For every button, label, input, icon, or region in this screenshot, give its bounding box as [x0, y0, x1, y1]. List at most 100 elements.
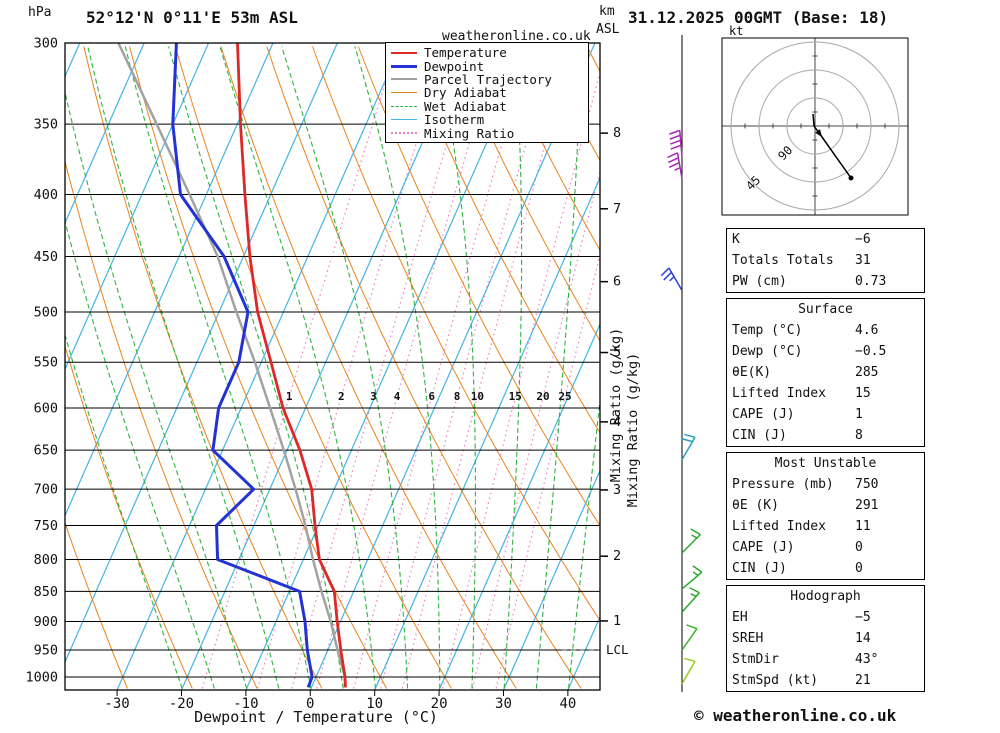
x-tick-label: -30	[104, 696, 129, 712]
mixing-ratio-line	[291, 46, 476, 689]
isotherm-line	[0, 43, 15, 690]
barb-feather	[667, 152, 678, 159]
legend-label: Temperature	[424, 45, 507, 61]
legend: Temperature Dewpoint Parcel Trajectory Dry …	[385, 42, 589, 143]
pressure-tick-label: 350	[34, 117, 58, 133]
pressure-tick-label: 800	[34, 552, 58, 568]
x-axis-label: Dewpoint / Temperature (°C)	[194, 708, 438, 726]
dry-adiabat-line	[403, 46, 600, 434]
barb-staff	[681, 660, 696, 685]
dry-adiabat-line	[65, 344, 193, 689]
pressure-tick-label: 850	[34, 584, 58, 600]
stat-row: Lifted Index 11	[727, 516, 924, 537]
barb-staff	[681, 436, 696, 461]
barb-half-feather	[669, 276, 675, 282]
legend-item: Isotherm	[391, 113, 588, 126]
mixing-ratio-line	[256, 46, 446, 689]
dry-adiabat-line	[65, 521, 128, 689]
barb-staff	[681, 533, 701, 554]
stat-value: 291	[855, 498, 879, 513]
dry-adiabat-line	[65, 159, 258, 689]
stat-row: CAPE (J) 1	[727, 404, 924, 425]
stat-row: SREH 14	[727, 628, 924, 649]
stat-label: SREH	[732, 631, 764, 646]
hodograph-ring	[786, 97, 844, 155]
mixing-ratio-value: 25	[558, 390, 571, 403]
barb-feather	[670, 139, 681, 145]
mixing-ratio-value: 4	[394, 390, 401, 403]
wind-barb	[660, 267, 683, 291]
wind-barb	[681, 433, 696, 461]
hodograph-arrow	[815, 129, 822, 137]
barb-feather	[692, 565, 703, 573]
barb-feather	[689, 587, 700, 594]
stats-box: Hodograph EH −5 SREH 14 StmDir 43° StmSpd (kt) 2…	[726, 585, 925, 692]
isotherm-line	[438, 322, 600, 690]
plot-frame	[64, 42, 601, 691]
stat-label: CAPE (J)	[732, 540, 795, 555]
barb-feather	[669, 134, 681, 140]
stat-label: Totals Totals	[732, 253, 834, 268]
isotherm-line	[116, 43, 403, 690]
stat-label: Temp (°C)	[732, 323, 803, 338]
wet-adiabat-line	[65, 333, 183, 689]
stat-value: −5	[855, 610, 871, 625]
isotherm-line	[65, 43, 210, 371]
x-tick-label: -10	[233, 696, 258, 712]
copyright: © weatheronline.co.uk	[694, 706, 897, 725]
x-tick-label: 30	[495, 696, 512, 712]
legend-label: Parcel Trajectory	[424, 71, 552, 87]
legend-swatch	[391, 105, 417, 107]
stat-row: K −6	[727, 229, 924, 250]
stat-row: EH −5	[727, 607, 924, 628]
altitude-axis-unit-asl: ASL	[596, 22, 620, 37]
mixing-ratio-value: 10	[471, 390, 484, 403]
barb-staff	[681, 628, 698, 651]
stat-label: StmDir	[732, 652, 779, 667]
stat-value: 4.6	[855, 323, 879, 338]
legend-item: Parcel Trajectory	[391, 73, 588, 86]
legend-label: Mixing Ratio	[424, 125, 515, 141]
stat-label: CIN (J)	[732, 561, 787, 576]
legend-item: Mixing Ratio	[391, 125, 588, 141]
dry-adiabat-line	[266, 46, 582, 689]
stat-row: CIN (J) 0	[727, 558, 924, 579]
mixing-axis-watermark: Mixing Ratio (g/kg)	[608, 328, 624, 482]
stat-value: 21	[855, 673, 871, 688]
x-tick-label: 20	[431, 696, 448, 712]
altitude-axis-unit-km: km	[599, 4, 615, 19]
isotherm-line	[65, 43, 145, 225]
dry-adiabat-line	[220, 46, 517, 689]
wet-adiabat-line	[568, 395, 600, 689]
mixing-ratio-value: 2	[338, 390, 345, 403]
lcl-label: LCL	[606, 642, 629, 657]
barb-feather	[684, 657, 696, 663]
barb-feather	[663, 271, 673, 281]
km-tick-label: 2	[613, 548, 621, 564]
isotherm-line	[374, 176, 600, 690]
km-tick-label: 8	[613, 125, 621, 141]
dry-adiabat-line	[83, 46, 323, 689]
mixing-ratio-value: 3	[370, 390, 377, 403]
stat-row: PW (cm) 0.73	[727, 271, 924, 292]
stat-label: Lifted Index	[732, 519, 826, 534]
stat-row: CIN (J) 8	[727, 425, 924, 446]
dry-adiabat-line	[953, 47, 1000, 689]
parcel-trajectory-curve	[117, 43, 347, 688]
x-tick-label: 0	[306, 696, 314, 712]
wet-adiabat-line	[503, 46, 523, 689]
wind-barb	[681, 565, 703, 590]
mixing-axis-label: Mixing Ratio (g/kg)	[625, 353, 641, 507]
pressure-tick-label: 400	[34, 187, 58, 203]
station-title: 52°12'N 0°11'E 53m ASL	[86, 8, 298, 27]
pressure-tick-label: 550	[34, 355, 58, 371]
pressure-tick-label: 700	[34, 482, 58, 498]
dry-adiabat-line	[312, 46, 600, 622]
barb-half-feather	[690, 593, 697, 598]
wet-adiabat-line	[354, 46, 441, 689]
wind-barb	[681, 587, 700, 613]
barb-staff	[668, 267, 683, 291]
